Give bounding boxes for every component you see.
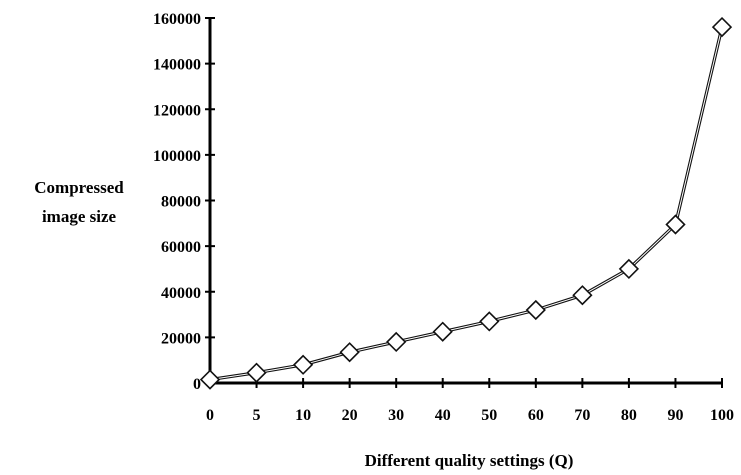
x-tick-label: 100	[710, 407, 734, 424]
data-point-marker	[572, 285, 593, 306]
x-tick-label: 30	[388, 407, 404, 424]
data-point-marker	[432, 321, 453, 342]
x-tick-label: 60	[528, 407, 544, 424]
y-tick-label: 60000	[161, 239, 201, 256]
y-tick-label: 40000	[161, 285, 201, 302]
x-ticks: 0 5 10 20 30 40 50 60 70 80 90 100	[206, 378, 734, 424]
y-axis: 0 20000 40000 60000 80000 100000 120000 140000 1…	[153, 11, 215, 393]
y-tick-label: 160000	[153, 11, 201, 28]
y-tick-label: 140000	[153, 57, 201, 74]
y-axis-label-line-2: image size	[42, 207, 117, 226]
series-line-highlight	[209, 26, 723, 381]
data-point-marker	[525, 299, 546, 321]
y-tick-label: 0	[193, 376, 201, 393]
data-point-marker	[246, 362, 267, 383]
y-axis-label-line-1: Compressed	[34, 178, 124, 197]
series-layer	[199, 16, 733, 390]
x-tick-label: 90	[667, 407, 683, 424]
x-tick-label: 80	[621, 407, 637, 424]
x-tick-label: 10	[295, 407, 311, 424]
data-point-marker	[199, 369, 221, 390]
y-tick-label: 100000	[153, 148, 201, 165]
data-point-marker	[292, 354, 314, 375]
data-point-marker	[711, 16, 733, 38]
data-point-marker	[665, 214, 686, 235]
y-tick-label: 20000	[161, 330, 201, 347]
y-ticks: 0 20000 40000 60000 80000 100000 120000 140000 1…	[153, 11, 215, 393]
x-tick-label: 50	[481, 407, 497, 424]
x-tick-label: 20	[342, 407, 358, 424]
x-tick-label: 70	[574, 407, 590, 424]
y-tick-label: 80000	[161, 194, 201, 211]
x-tick-label: 0	[206, 407, 214, 424]
x-tick-label: 40	[435, 407, 451, 424]
x-axis: 0 5 10 20 30 40 50 60 70 80 90 100	[206, 378, 734, 424]
x-axis-label: Different quality settings (Q)	[365, 451, 574, 470]
x-tick-label: 5	[253, 407, 261, 424]
y-tick-label: 120000	[153, 102, 201, 119]
data-point-marker	[339, 342, 360, 363]
data-point-marker	[386, 331, 407, 353]
data-point-marker	[479, 311, 500, 332]
data-point-marker	[618, 258, 640, 280]
